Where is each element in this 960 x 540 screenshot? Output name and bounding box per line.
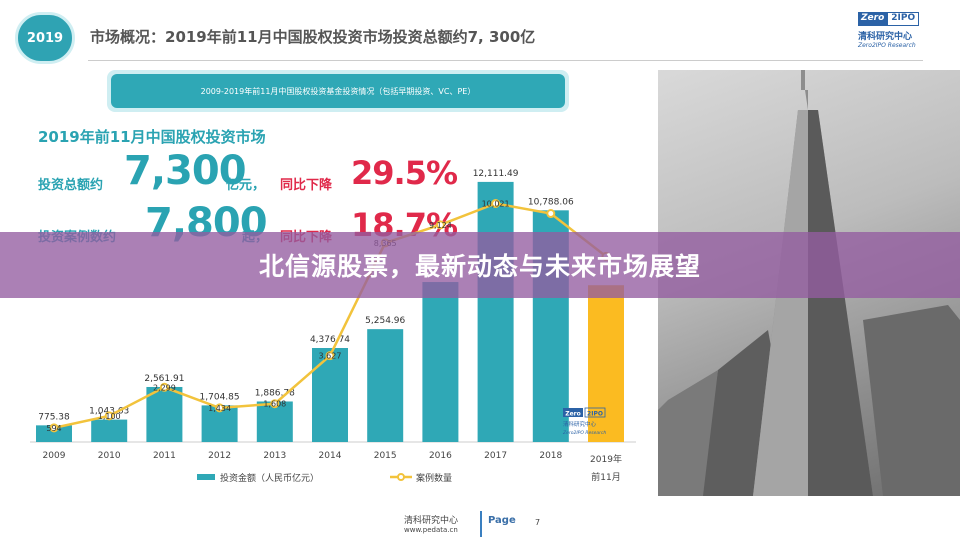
legend-line-marker: [397, 473, 405, 481]
x-tick-2010: 2010: [98, 451, 121, 461]
zero2ipo-logo: Zero 2IPO 清科研究中心 Zero2IPO Research: [858, 12, 928, 49]
bar-label-2018: 10,788.06: [528, 197, 574, 207]
x-tick-2017: 2017: [484, 451, 507, 461]
footer-org: 清科研究中心: [404, 516, 459, 526]
bar-2014: [312, 348, 348, 442]
amount-unit: 亿元，: [226, 178, 266, 193]
bar-label-2012: 1,704.85: [200, 392, 240, 402]
cases-point-2018: [546, 209, 556, 219]
stats-heading: 2019年前11月中国股权投资市场: [38, 128, 266, 146]
legend-bar-label: 投资金额（人民币亿元）: [220, 472, 319, 484]
chart-logo-en: Zero2IPO Research: [562, 430, 606, 436]
chart-logo-cn: 清科研究中心: [563, 420, 597, 428]
chart-banner-text: 2009-2019年前11月中国股权投资基金投资情况（包括早期投资、VC、PE）: [111, 74, 565, 108]
x-tick-2019年前11月-line1: 2019年: [590, 453, 622, 465]
x-tick-2014: 2014: [319, 451, 342, 461]
x-tick-2013: 2013: [263, 451, 286, 461]
cases-label-2010: 1,100: [98, 412, 121, 421]
bar-2016: [422, 282, 459, 442]
footer-url: www.pedata.cn: [404, 526, 458, 534]
header-divider: [88, 60, 923, 61]
chart-logo-zero: Zero: [565, 411, 581, 418]
x-tick-2011: 2011: [153, 451, 176, 461]
bar-2017: [477, 181, 514, 442]
stat-row-amount: 投资总额约 7,300 亿元， 同比下降 29.5%: [38, 148, 458, 196]
x-tick-2019年前11月-line2: 前11月: [591, 471, 620, 483]
logo-cn-name: 清科研究中心: [858, 32, 913, 42]
article-title-overlay: 北信源股票，最新动态与未来市场展望: [0, 232, 960, 298]
cases-point-2011: [159, 382, 169, 392]
x-tick-2018: 2018: [539, 451, 562, 461]
cases-label-2011: 2,299: [153, 383, 176, 392]
amount-value: 7,300: [124, 148, 247, 194]
bar-2011: [146, 386, 183, 442]
cases-label-2012: 1,434: [208, 404, 231, 413]
logo-en-name: Zero2IPO Research: [858, 42, 916, 49]
legend-line-label: 案例数量: [416, 472, 452, 484]
bar-2009: [36, 425, 72, 442]
amount-change-value: 29.5%: [351, 154, 458, 192]
page-title: 市场概况：2019年前11月中国股权投资市场投资总额约7, 300亿: [90, 28, 536, 46]
year-badge: 2019: [15, 12, 75, 64]
cases-point-2010: [104, 411, 114, 421]
cases-point-2009: [49, 423, 59, 433]
chart-logo-ipo-box: [584, 407, 606, 418]
cases-label-2013: 1,608: [263, 400, 286, 409]
chart-logo-ipo: 2IPO: [587, 411, 603, 418]
amount-change-label: 同比下降: [280, 178, 333, 193]
cases-point-2017: [491, 199, 501, 209]
bar-label-2017: 12,111.49: [473, 169, 519, 179]
logo-ipo: 2IPO: [887, 12, 920, 26]
cases-label-2009: 594: [46, 424, 61, 433]
bar-label-2014: 4,376.74: [310, 335, 350, 345]
bar-2010: [91, 419, 128, 442]
amount-label: 投资总额约: [38, 178, 104, 193]
chart-logo-zero-box: [563, 408, 583, 417]
legend-bar-swatch: [197, 474, 215, 480]
x-tick-2009: 2009: [43, 451, 66, 461]
bar-label-2015: 5,254.96: [365, 316, 405, 326]
bar-2019年前11月: [588, 285, 624, 442]
bar-label-2013: 1,886.78: [255, 388, 295, 398]
cases-label-2017: 10,021: [482, 200, 510, 209]
cases-label-2014: 3,627: [319, 352, 342, 361]
bar-2013: [256, 401, 293, 442]
x-tick-2012: 2012: [208, 451, 231, 461]
cases-point-2016: [435, 220, 445, 230]
bar-2015: [367, 329, 404, 442]
bar-label-2011: 2,561.91: [144, 374, 184, 384]
bar-label-2009: 775.38: [38, 412, 70, 422]
cases-point-2012: [215, 403, 225, 413]
footer-page-number: 7: [535, 518, 541, 527]
footer-divider: [480, 511, 482, 537]
x-tick-2016: 2016: [429, 451, 452, 461]
cases-point-2014: [325, 351, 335, 361]
cases-point-2013: [270, 399, 280, 409]
x-tick-2015: 2015: [374, 451, 397, 461]
logo-zero: Zero: [858, 12, 888, 26]
chart-banner: 2009-2019年前11月中国股权投资基金投资情况（包括早期投资、VC、PE）: [107, 70, 569, 112]
footer-page-label: Page: [488, 515, 516, 526]
cases-label-2016: 9,124: [429, 221, 452, 230]
article-title: 北信源股票，最新动态与未来市场展望: [258, 252, 701, 281]
